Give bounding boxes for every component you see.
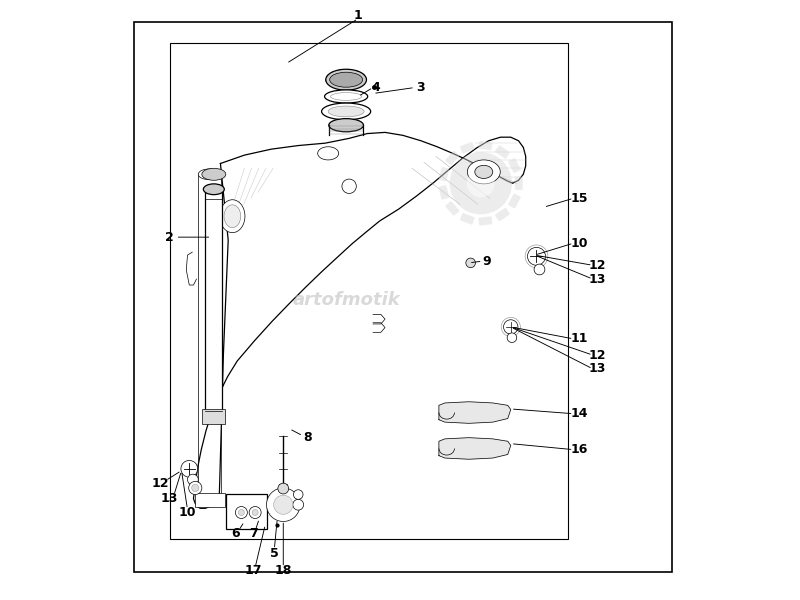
Ellipse shape [330,72,362,87]
Ellipse shape [203,184,224,194]
Ellipse shape [330,92,362,100]
Circle shape [342,179,356,193]
FancyBboxPatch shape [438,185,449,200]
Circle shape [192,484,199,491]
Text: 5: 5 [270,547,278,560]
Text: 12: 12 [589,349,606,362]
Circle shape [181,460,198,477]
Circle shape [235,506,247,518]
FancyBboxPatch shape [478,217,492,226]
Ellipse shape [318,147,338,160]
FancyBboxPatch shape [508,194,521,208]
Circle shape [189,481,202,494]
FancyBboxPatch shape [478,141,492,150]
Text: 13: 13 [589,362,606,376]
Ellipse shape [322,103,370,120]
Text: 14: 14 [571,407,588,420]
Circle shape [187,474,198,485]
Text: 13: 13 [161,492,178,505]
Ellipse shape [326,69,366,90]
Bar [202,409,226,424]
Bar [198,174,221,497]
Text: 10: 10 [178,506,196,519]
Ellipse shape [475,166,493,178]
Text: 4: 4 [372,81,381,94]
Text: 12: 12 [152,477,170,490]
Text: 13: 13 [589,272,606,286]
Circle shape [450,152,512,214]
Circle shape [467,169,495,197]
Circle shape [534,264,545,275]
Text: 18: 18 [274,564,292,577]
Text: 2: 2 [165,230,174,244]
Ellipse shape [328,106,364,117]
Ellipse shape [198,169,221,179]
Circle shape [294,490,303,499]
Circle shape [503,320,518,334]
Bar [206,192,222,420]
FancyBboxPatch shape [460,213,474,224]
Text: 9: 9 [482,254,491,268]
Circle shape [527,247,546,265]
Text: 3: 3 [417,81,426,94]
FancyBboxPatch shape [514,176,522,190]
Text: artofmotik: artofmotik [292,291,400,309]
Ellipse shape [467,160,500,184]
Ellipse shape [325,90,368,103]
Text: 17: 17 [245,564,262,577]
Circle shape [252,509,258,515]
Circle shape [266,488,300,521]
FancyBboxPatch shape [446,151,459,165]
Polygon shape [194,133,526,508]
Circle shape [293,499,304,510]
FancyBboxPatch shape [495,145,510,158]
Circle shape [274,495,293,514]
FancyBboxPatch shape [508,158,521,173]
Circle shape [466,258,475,268]
Text: 16: 16 [571,443,588,456]
Polygon shape [439,437,510,459]
Circle shape [238,509,244,515]
Polygon shape [439,402,510,424]
Text: 10: 10 [571,236,588,250]
Ellipse shape [202,169,226,180]
Text: 7: 7 [249,527,258,540]
Text: 8: 8 [303,431,311,444]
Bar [170,43,568,539]
Text: 12: 12 [589,259,606,272]
Text: 11: 11 [571,332,588,346]
Text: 15: 15 [571,192,588,205]
Text: 6: 6 [231,527,240,540]
FancyBboxPatch shape [495,208,510,221]
FancyBboxPatch shape [446,201,459,215]
Bar [226,494,267,529]
Text: 1: 1 [354,9,362,22]
Circle shape [507,333,517,343]
Ellipse shape [224,205,241,227]
Bar [134,22,672,572]
Bar [195,493,226,506]
Ellipse shape [220,200,245,233]
FancyBboxPatch shape [460,142,474,154]
Ellipse shape [329,119,363,132]
FancyBboxPatch shape [438,167,449,181]
Circle shape [249,506,261,518]
Circle shape [278,483,289,494]
